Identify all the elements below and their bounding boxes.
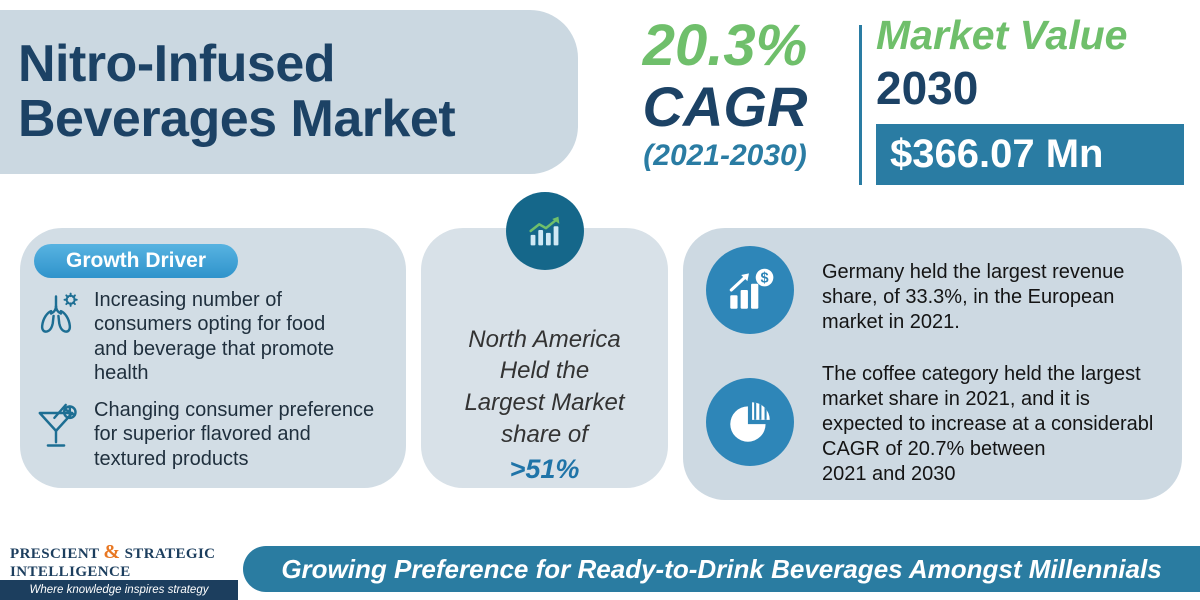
north-america-highlight: North America Held the Largest Market sh…: [442, 292, 647, 520]
growth-driver-item: Increasing number of consumers opting fo…: [30, 288, 382, 386]
lungs-gear-icon: [40, 292, 78, 333]
growth-driver-item: Changing consumer preference for superio…: [30, 398, 382, 471]
growth-driver-item-text: Increasing number of consumers opting fo…: [94, 289, 335, 385]
bottom-banner: Growing Preference for Ready-to-Drink Be…: [243, 546, 1200, 592]
title-line-1: Nitro-Infused: [18, 34, 336, 93]
growth-driver-badge: Growth Driver: [34, 244, 239, 278]
fact-text: The coffee category held the largest mar…: [822, 363, 1154, 485]
page-title: Nitro-Infused Beverages Market: [18, 34, 456, 148]
logo-word-strategic: STRATEGIC: [124, 546, 216, 562]
cagr-value: 20.3%: [642, 13, 808, 78]
north-america-panel: [421, 228, 668, 488]
north-america-share-value: >51%: [509, 454, 580, 485]
company-logo: PRESCIENT & STRATEGIC INTELLIGENCE Where…: [0, 537, 238, 600]
logo-word-intelligence: INTELLIGENCE: [10, 564, 131, 580]
fact-text: Germany held the largest revenue share, …: [822, 261, 1125, 333]
cocktail-icon: [38, 403, 77, 447]
cagr-label: CAGR: [642, 75, 808, 138]
north-america-text: North America Held the Largest Market sh…: [464, 325, 625, 448]
growth-dollar-icon-circle: $: [706, 246, 794, 334]
title-panel: Nitro-Infused Beverages Market: [0, 10, 578, 174]
cagr-block: 20.3% CAGR (2021-2030): [596, 12, 854, 173]
growth-driver-item-text: Changing consumer preference for superio…: [94, 399, 375, 470]
pie-chart-icon-circle: [706, 378, 794, 466]
market-value-block: Market Value 2030 $366.07 Mn: [876, 12, 1184, 185]
header-divider: [859, 25, 862, 185]
line-chart-icon: [529, 216, 560, 246]
title-line-2: Beverages Market: [18, 90, 456, 148]
growth-dollar-icon: $: [729, 268, 774, 309]
logo-word-prescient: PRESCIENT: [10, 546, 100, 562]
logo-tagline: Where knowledge inspires strategy: [0, 580, 238, 600]
pie-chart-icon: [730, 402, 770, 442]
svg-text:$: $: [760, 271, 768, 287]
market-value-label: Market Value: [876, 12, 1128, 58]
logo-ampersand: &: [103, 541, 121, 563]
cagr-period: (2021-2030): [643, 139, 807, 172]
market-value-amount: $366.07 Mn: [876, 124, 1184, 185]
logo-text: PRESCIENT & STRATEGIC INTELLIGENCE: [0, 537, 238, 581]
market-value-year: 2030: [876, 62, 979, 114]
line-chart-icon-circle: [506, 192, 584, 270]
